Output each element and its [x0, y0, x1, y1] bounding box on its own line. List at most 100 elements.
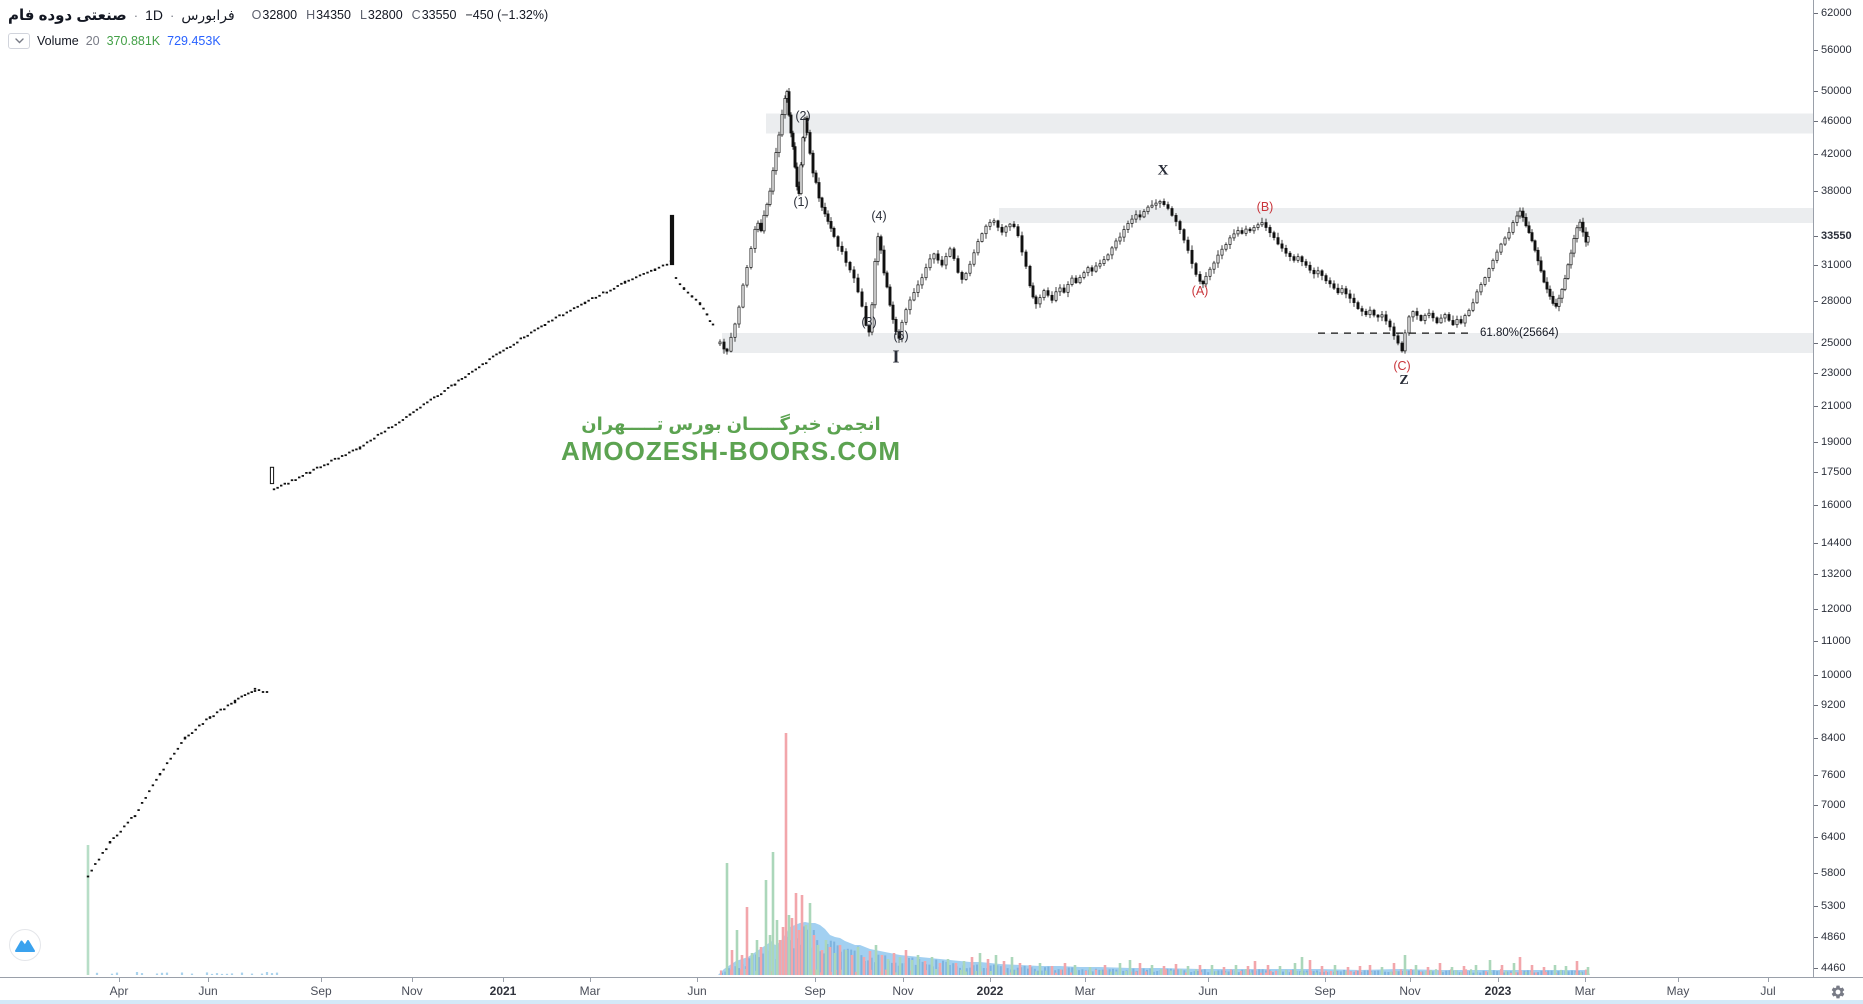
volume-bar [745, 907, 749, 975]
volume-bar [1450, 967, 1454, 975]
time-axis[interactable]: Apr Jun Sep Nov 2021 Mar Jun Sep Nov 2022 Mar Jun Se… [0, 978, 1863, 1000]
volume-bar [838, 945, 842, 975]
logo-button[interactable] [9, 929, 41, 961]
price-axis-label: 17500 [1821, 466, 1852, 478]
volume-bar [1266, 965, 1270, 975]
high-value: H34350 [306, 8, 351, 22]
volume-bar [844, 950, 848, 975]
volume-bar [1488, 960, 1492, 975]
volume-ma-area [718, 922, 1590, 975]
legend-collapse-button[interactable] [8, 33, 30, 49]
price-zone[interactable] [766, 113, 1813, 134]
volume-bar [1222, 967, 1226, 975]
price-tick-mark [1814, 154, 1818, 155]
price-tick-mark [1814, 705, 1818, 706]
volume-bar [1118, 963, 1122, 975]
gear-icon[interactable] [1830, 984, 1846, 1000]
price-tick-mark [1814, 937, 1818, 938]
time-tick-mark [1678, 978, 1679, 982]
volume-bar [868, 951, 872, 975]
volume-bar [1403, 955, 1407, 975]
price-axis-label: 42000 [1821, 148, 1852, 160]
volume-bar [856, 947, 860, 975]
time-axis-label-nov: Nov [401, 984, 423, 998]
time-axis-label-mar: Mar [1074, 984, 1096, 998]
gap-bar [669, 214, 675, 266]
wave-label-2[interactable]: (2) [795, 109, 811, 123]
gap-bar [269, 466, 275, 485]
volume-bar [1138, 963, 1142, 975]
wave-label-c[interactable]: (C) [1393, 359, 1411, 373]
price-axis-label: 56000 [1821, 44, 1852, 56]
time-tick-mark [990, 978, 991, 982]
wave-label-5[interactable]: (5) [893, 329, 909, 343]
price-tick-mark [1814, 505, 1818, 506]
price-axis-label: 19000 [1821, 436, 1852, 448]
volume-bar [1063, 963, 1067, 975]
volume-bar [1542, 967, 1546, 975]
time-axis-label-mar: Mar [579, 984, 601, 998]
volume-bar [808, 903, 812, 975]
wave-label-4[interactable]: (4) [871, 209, 887, 223]
price-axis-label: 25000 [1821, 337, 1852, 349]
price-tick-mark [1814, 906, 1818, 907]
time-axis-label-jun: Jun [198, 984, 218, 998]
chart-plot-area[interactable]: انجمن خبرگـــــان بورس تـــــهران AMOOZE… [0, 0, 1813, 977]
volume-bar [804, 925, 808, 975]
volume-bar [886, 959, 890, 975]
volume-bar [1103, 965, 1107, 975]
price-tick-mark [1814, 13, 1818, 14]
time-tick-mark [697, 978, 698, 982]
volume-bar [740, 955, 744, 975]
time-tick-mark [321, 978, 322, 982]
volume-bar [1308, 960, 1312, 975]
symbol-name[interactable]: صنعتی دوده فام [8, 7, 127, 24]
price-zone[interactable] [722, 333, 1813, 354]
price-axis-label: 46000 [1821, 115, 1852, 127]
wave-label-x[interactable]: X [1157, 162, 1169, 179]
symbol-title-row: صنعتی دوده فام · 1D · فرابورس O32800 H34… [8, 5, 548, 25]
volume-bar [1346, 967, 1350, 975]
volume-bar [828, 947, 832, 975]
price-tick-mark [1814, 373, 1818, 374]
wave-label-a[interactable]: (A) [1191, 284, 1209, 298]
volume-bar [1500, 965, 1504, 975]
volume-bar [1530, 965, 1534, 975]
timeframe-label[interactable]: 1D [145, 7, 163, 23]
volume-bar [1028, 965, 1032, 975]
volume-bar [962, 961, 966, 975]
volume-bar [735, 930, 739, 975]
close-value: C33550 [411, 8, 457, 22]
fib-retracement-label[interactable]: 61.80%(25664) [1480, 327, 1559, 340]
time-axis-label-apr: Apr [109, 984, 129, 998]
wave-label-z[interactable]: Z [1399, 373, 1409, 388]
price-tick-mark [1814, 837, 1818, 838]
price-zone[interactable] [999, 207, 1813, 223]
price-axis-label: 9200 [1821, 699, 1846, 711]
volume-bar [790, 918, 794, 975]
volume-bar [1246, 966, 1250, 975]
volume-bar [1518, 957, 1522, 975]
volume-bar [850, 955, 854, 975]
time-axis-label-2021: 2021 [489, 984, 517, 998]
price-axis[interactable]: 62000 56000 50000 46000 42000 38000 33550 31000… [1814, 0, 1863, 977]
volume-indicator-label[interactable]: Volume [37, 34, 79, 48]
volume-bar [874, 945, 878, 975]
volume-bar [1392, 963, 1396, 975]
time-tick-mark [1768, 978, 1769, 982]
time-axis-label-sep: Sep [310, 984, 332, 998]
price-axis-label: 28000 [1821, 295, 1852, 307]
volume-bar [1010, 957, 1014, 975]
wave-label-b[interactable]: (B) [1256, 200, 1274, 214]
price-axis-label: 4860 [1821, 931, 1846, 943]
volume-bar [1038, 963, 1042, 975]
volume-ma-value: 729.453K [167, 34, 221, 48]
wave-label-i[interactable]: I [892, 346, 900, 367]
volume-bar [1320, 966, 1324, 975]
time-tick-mark [1585, 978, 1586, 982]
wave-label-1[interactable]: (1) [793, 195, 809, 209]
volume-bar [1234, 965, 1238, 975]
wave-label-3[interactable]: (3) [861, 315, 877, 329]
volume-bar [816, 945, 820, 975]
volume-bar [1018, 963, 1022, 975]
